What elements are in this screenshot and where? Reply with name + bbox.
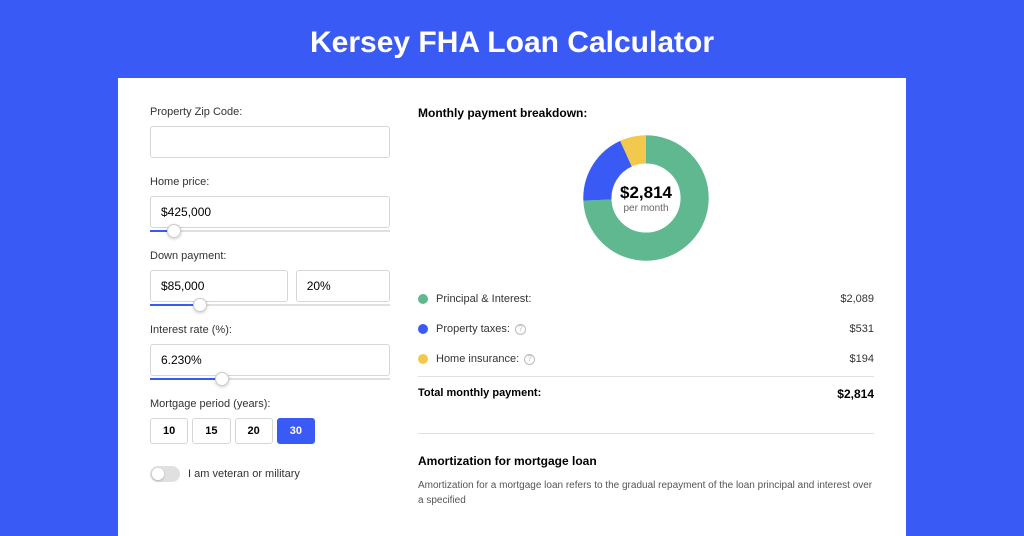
legend-row: Principal & Interest:$2,089 [418,284,874,314]
period-btn-20[interactable]: 20 [235,418,273,444]
legend-dot-icon [418,354,428,364]
period-options: 10152030 [150,418,390,444]
zip-input[interactable] [150,126,390,158]
price-field: Home price: [150,176,390,232]
breakdown-title: Monthly payment breakdown: [418,106,874,120]
info-icon[interactable]: ? [515,324,526,335]
legend-row: Property taxes:?$531 [418,314,874,344]
amort-title: Amortization for mortgage loan [418,433,874,468]
info-icon[interactable]: ? [524,354,535,365]
legend-value: $2,089 [840,293,874,305]
legend-dot-icon [418,294,428,304]
breakdown-panel: Monthly payment breakdown: $2,814 per mo… [418,106,874,508]
period-btn-30[interactable]: 30 [277,418,315,444]
rate-slider[interactable] [150,378,390,380]
amort-text: Amortization for a mortgage loan refers … [418,478,874,508]
form-panel: Property Zip Code: Home price: Down paym… [150,106,390,508]
veteran-label: I am veteran or military [188,468,300,480]
period-btn-10[interactable]: 10 [150,418,188,444]
page-title: Kersey FHA Loan Calculator [0,0,1024,78]
total-row: Total monthly payment: $2,814 [418,376,874,411]
legend-label: Principal & Interest: [436,293,840,305]
legend-value: $194 [850,353,874,365]
down-slider[interactable] [150,304,390,306]
total-label: Total monthly payment: [418,387,837,401]
donut-center: $2,814 per month [582,134,710,262]
veteran-toggle[interactable] [150,466,180,482]
period-field: Mortgage period (years): 10152030 [150,398,390,444]
total-value: $2,814 [837,387,874,401]
price-label: Home price: [150,176,390,188]
legend: Principal & Interest:$2,089Property taxe… [418,284,874,374]
down-pct-input[interactable] [296,270,390,302]
zip-field: Property Zip Code: [150,106,390,158]
legend-dot-icon [418,324,428,334]
veteran-row: I am veteran or military [150,466,390,482]
calculator-card: Property Zip Code: Home price: Down paym… [118,78,906,536]
price-slider[interactable] [150,230,390,232]
legend-value: $531 [850,323,874,335]
down-amount-input[interactable] [150,270,288,302]
period-btn-15[interactable]: 15 [192,418,230,444]
rate-label: Interest rate (%): [150,324,390,336]
period-label: Mortgage period (years): [150,398,390,410]
zip-label: Property Zip Code: [150,106,390,118]
down-field: Down payment: [150,250,390,306]
price-input[interactable] [150,196,390,228]
legend-label: Home insurance:? [436,353,850,365]
donut-sub: per month [623,203,668,214]
donut-chart: $2,814 per month [418,134,874,262]
down-label: Down payment: [150,250,390,262]
rate-field: Interest rate (%): [150,324,390,380]
legend-row: Home insurance:?$194 [418,344,874,374]
donut-value: $2,814 [620,183,672,203]
rate-input[interactable] [150,344,390,376]
legend-label: Property taxes:? [436,323,850,335]
